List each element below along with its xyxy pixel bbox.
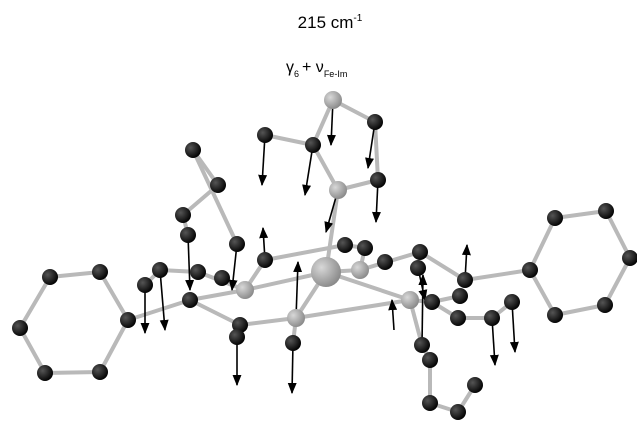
mode-label: γ6+ νFe-Im — [286, 59, 347, 79]
bonds — [20, 100, 630, 412]
frequency-value: 215 cm — [298, 13, 354, 32]
nitrogen-atoms — [236, 91, 419, 327]
frequency-label: 215 cm-1 — [298, 13, 363, 32]
frequency-exponent: -1 — [353, 13, 362, 24]
iron-atom — [311, 257, 341, 287]
mode-symbol: γ — [286, 59, 294, 76]
page: 215 cm-1 γ6+ νFe-Im — [0, 0, 637, 426]
mode-plus: + ν — [302, 59, 324, 76]
mode-bond: Fe-Im — [324, 69, 348, 79]
figure: 215 cm-1 γ6+ νFe-Im — [0, 0, 637, 426]
mode-subscript: 6 — [294, 69, 299, 79]
